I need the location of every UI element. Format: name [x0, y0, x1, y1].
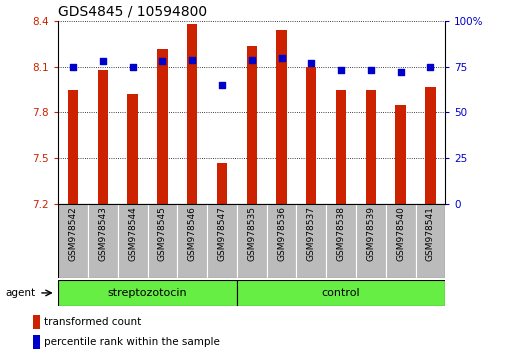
Text: GSM978542: GSM978542: [69, 206, 77, 261]
Text: GSM978541: GSM978541: [425, 206, 434, 261]
Bar: [157, 48, 167, 204]
Text: GDS4845 / 10594800: GDS4845 / 10594800: [58, 5, 207, 19]
Text: GSM978545: GSM978545: [158, 206, 167, 261]
Bar: [58, 280, 236, 306]
Text: percentile rank within the sample: percentile rank within the sample: [43, 337, 219, 347]
Text: GSM978543: GSM978543: [98, 206, 107, 261]
Bar: [127, 94, 137, 204]
Bar: [207, 204, 236, 278]
Bar: [266, 204, 296, 278]
Bar: [385, 204, 415, 278]
Point: [336, 68, 344, 73]
Bar: [177, 204, 207, 278]
Bar: [68, 90, 78, 204]
Bar: [246, 46, 257, 204]
Text: GSM978535: GSM978535: [247, 206, 256, 261]
Text: GSM978547: GSM978547: [217, 206, 226, 261]
Bar: [97, 70, 108, 204]
Bar: [58, 204, 88, 278]
Point: [277, 55, 285, 61]
Text: GSM978544: GSM978544: [128, 206, 137, 261]
Text: GSM978538: GSM978538: [336, 206, 345, 261]
Text: GSM978537: GSM978537: [306, 206, 315, 261]
Text: GSM978539: GSM978539: [366, 206, 375, 261]
Point: [128, 64, 136, 70]
Text: control: control: [321, 288, 360, 298]
Text: GSM978536: GSM978536: [276, 206, 285, 261]
Text: transformed count: transformed count: [43, 318, 140, 327]
Bar: [424, 87, 435, 204]
Bar: [296, 204, 326, 278]
Bar: [33, 335, 40, 348]
Point: [396, 69, 404, 75]
Point: [366, 68, 374, 73]
Point: [188, 57, 196, 62]
Bar: [88, 204, 118, 278]
Bar: [236, 280, 444, 306]
Bar: [415, 204, 444, 278]
Bar: [187, 24, 197, 204]
Bar: [236, 204, 266, 278]
Bar: [335, 90, 345, 204]
Point: [98, 58, 107, 64]
Bar: [147, 204, 177, 278]
Point: [426, 64, 434, 70]
Bar: [276, 30, 286, 204]
Bar: [394, 105, 405, 204]
Bar: [118, 204, 147, 278]
Text: GSM978540: GSM978540: [395, 206, 405, 261]
Point: [218, 82, 226, 88]
Text: streptozotocin: streptozotocin: [108, 288, 187, 298]
Bar: [306, 67, 316, 204]
Bar: [355, 204, 385, 278]
Point: [307, 60, 315, 66]
Point: [158, 58, 166, 64]
Text: GSM978546: GSM978546: [187, 206, 196, 261]
Text: agent: agent: [5, 288, 35, 298]
Bar: [33, 315, 40, 329]
Bar: [326, 204, 355, 278]
Point: [247, 57, 256, 62]
Bar: [216, 162, 227, 204]
Bar: [365, 90, 375, 204]
Point: [69, 64, 77, 70]
